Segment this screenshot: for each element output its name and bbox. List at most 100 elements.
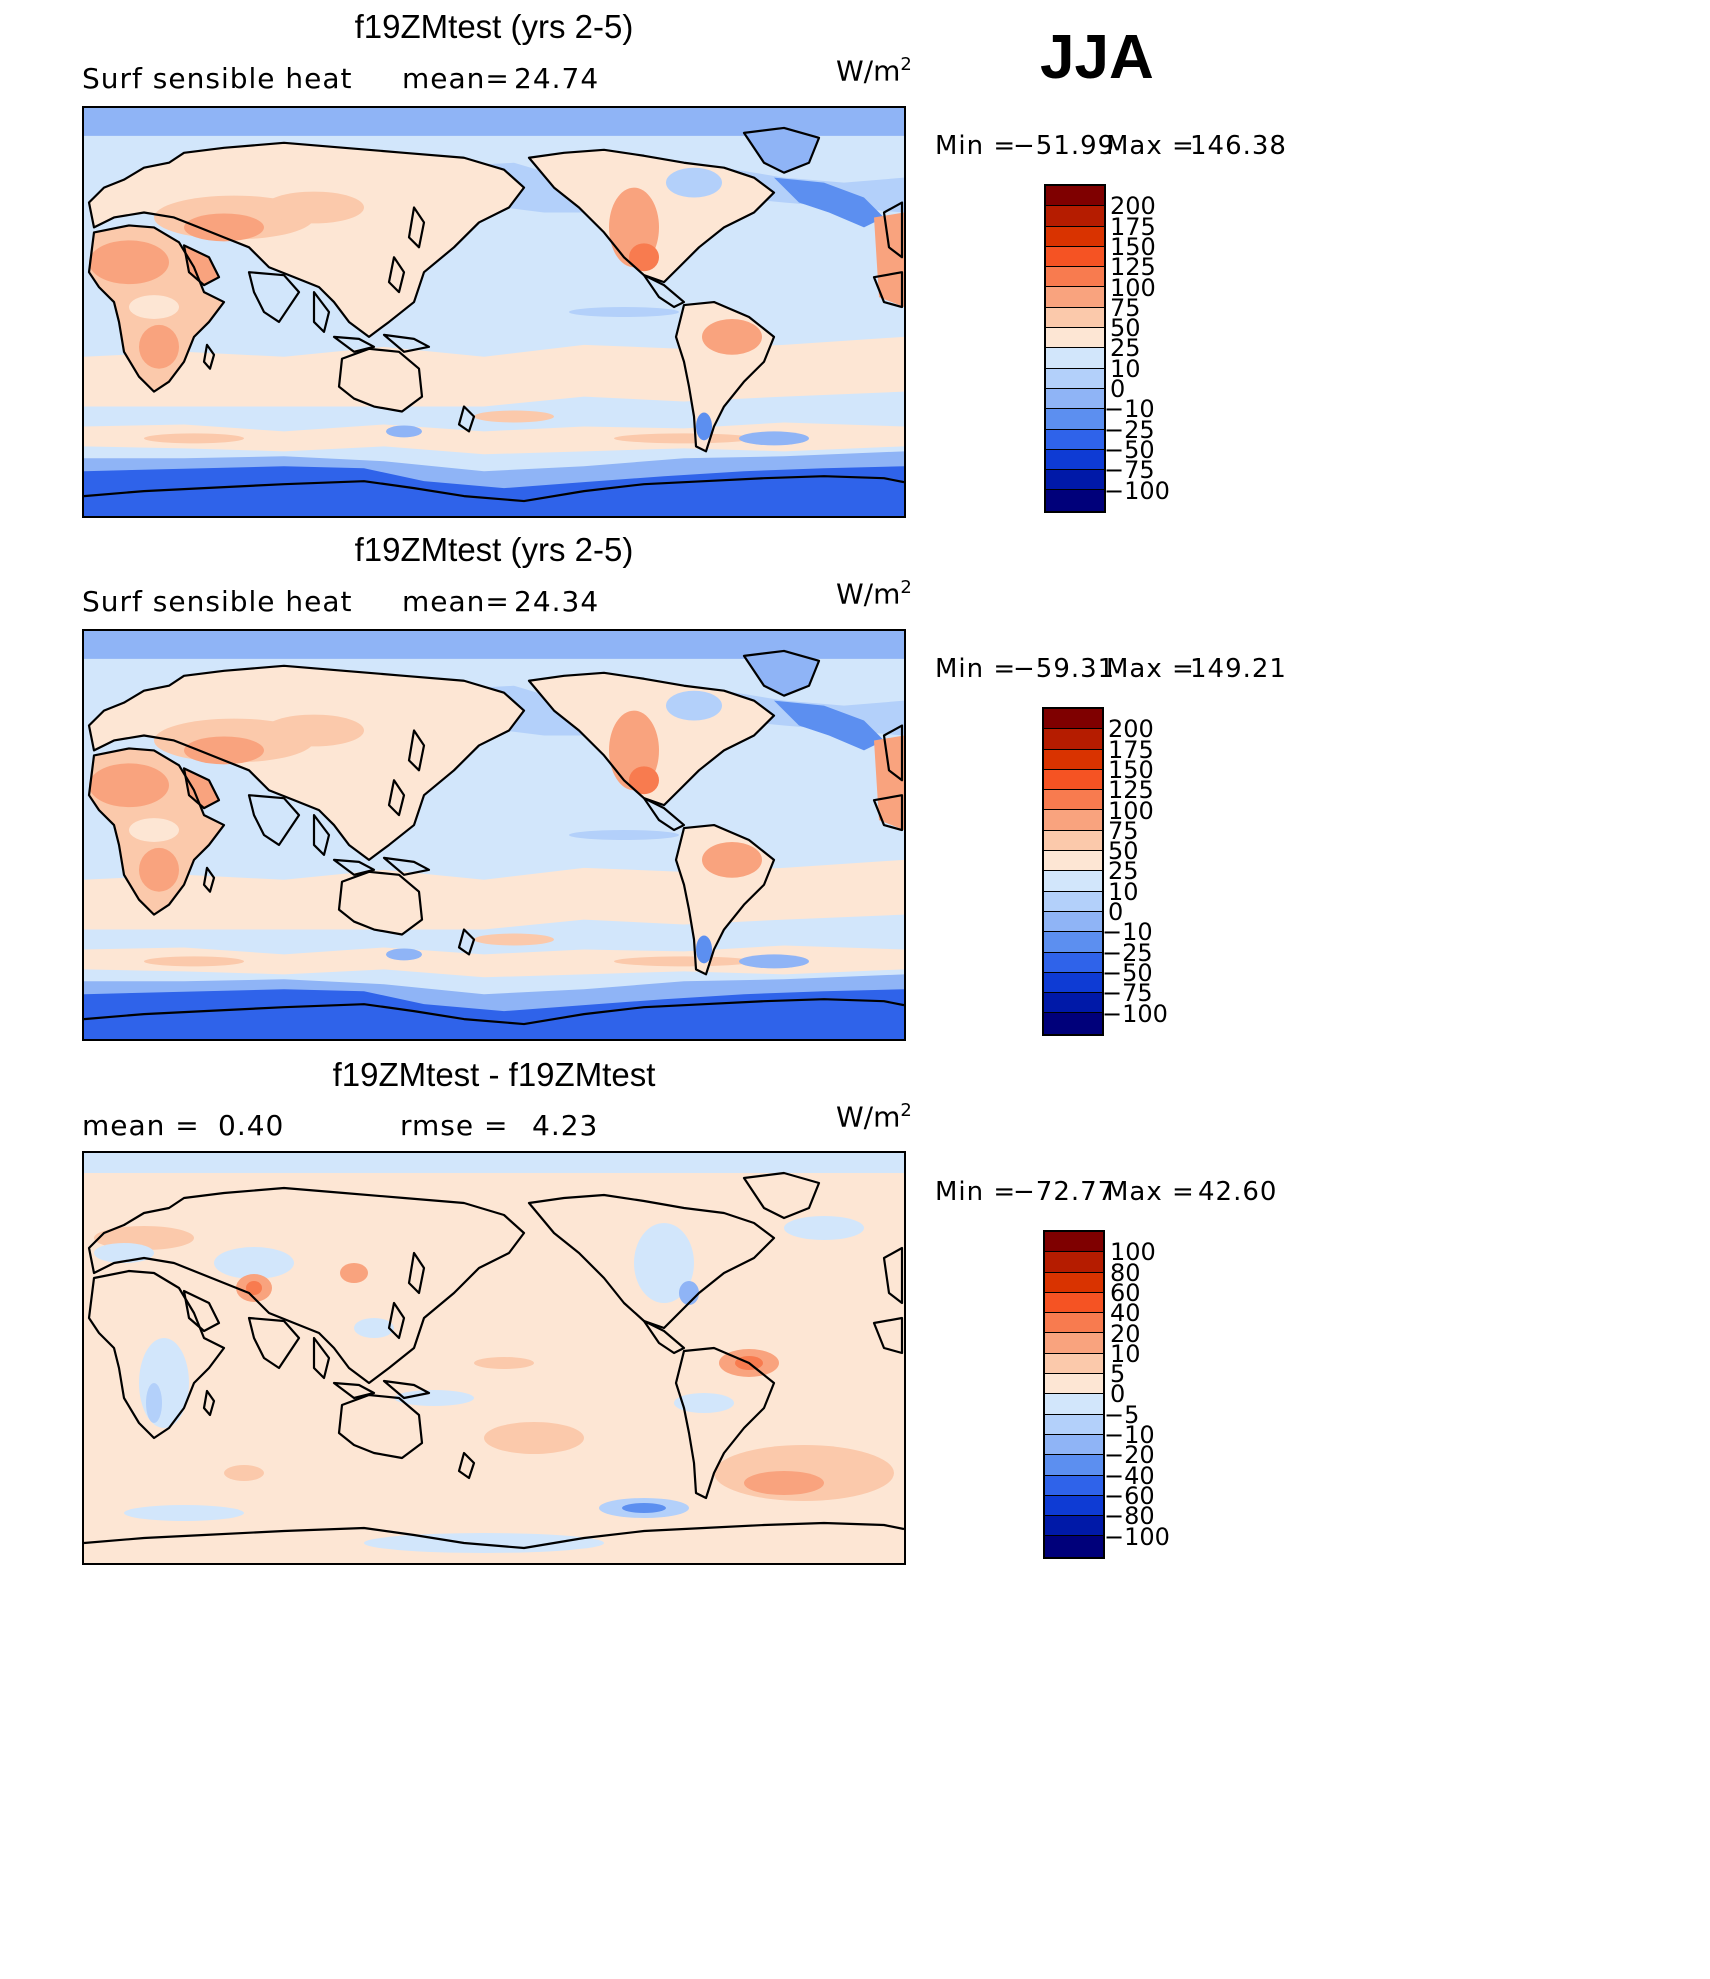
colorbar-swatch: [1045, 1292, 1103, 1314]
colorbar-swatch: [1044, 749, 1102, 770]
colorbar-tick-label: 125: [1108, 776, 1154, 805]
colorbar-swatch: [1045, 1475, 1103, 1496]
colorbar-tick-label: −10: [1104, 1421, 1155, 1449]
colorbar-tick-label: −100: [1102, 999, 1168, 1028]
colorbar-tick-label: −40: [1104, 1461, 1155, 1490]
panel-2-map: [82, 629, 906, 1041]
colorbar-tick-label: 100: [1108, 796, 1154, 825]
panel-2-min-value: −59.31: [1013, 654, 1116, 684]
colorbar-tick-label: 50: [1108, 837, 1139, 866]
panel-1-title: f19ZMtest (yrs 2-5): [354, 8, 634, 45]
colorbar-tick-label: −10: [1102, 918, 1153, 947]
colorbar-swatch: [1044, 851, 1102, 872]
colorbar-tick-label: −20: [1104, 1441, 1155, 1470]
colorbar-tick-label: 175: [1110, 212, 1156, 241]
colorbar-swatch: [1044, 790, 1102, 811]
colorbar-tick-label: 125: [1110, 253, 1156, 282]
colorbar-swatch: [1046, 226, 1104, 247]
colorbar-tick-label: 100: [1110, 1238, 1156, 1267]
colorbar-swatch: [1044, 993, 1102, 1014]
colorbar-tick-label: −10: [1104, 395, 1155, 424]
panel-2-variable-label: Surf sensible heat: [82, 585, 353, 618]
colorbar-swatch: [1046, 429, 1104, 450]
colorbar-tick-label: 150: [1110, 232, 1156, 261]
colorbar-swatch: [1046, 287, 1104, 308]
colorbar-tick-label: 200: [1110, 192, 1156, 221]
colorbar-swatch: [1045, 1414, 1103, 1435]
panel-2-min-label: Min =: [935, 654, 1017, 684]
panel-3-max-label: Max =: [1106, 1177, 1195, 1207]
panel-1-mean-value: 24.74: [514, 62, 600, 95]
colorbar-swatch: [1044, 891, 1102, 912]
colorbar-swatch: [1044, 932, 1102, 953]
colorbar-swatch: [1046, 409, 1104, 430]
colorbar-tick-label: 20: [1110, 1319, 1141, 1348]
colorbar-swatch: [1046, 246, 1104, 268]
colorbar-tick-label: 40: [1110, 1299, 1141, 1328]
colorbar-swatch: [1044, 1013, 1102, 1034]
panel-3-mean-value: 0.40: [218, 1109, 285, 1142]
panel-3-rmse-label: rmse =: [400, 1109, 509, 1142]
colorbar-swatch: [1046, 388, 1104, 410]
panel-1-min-value: −51.99: [1013, 131, 1116, 161]
colorbar-tick-label: −80: [1104, 1502, 1155, 1531]
panel-2-max-label: Max =: [1106, 654, 1195, 684]
colorbar-tick-label: 0: [1110, 375, 1126, 403]
colorbar-swatch: [1044, 830, 1102, 852]
colorbar-tick-label: 175: [1108, 735, 1154, 764]
colorbar-tick-label: −100: [1104, 1522, 1170, 1551]
colorbar-tick-label: −25: [1102, 938, 1153, 967]
colorbar-swatch: [1045, 1232, 1103, 1253]
panel-1-mean-label: mean=: [402, 62, 510, 95]
colorbar-tick-label: 25: [1110, 334, 1141, 363]
colorbar-tick-label: 10: [1108, 877, 1139, 906]
colorbar-swatch: [1046, 267, 1104, 288]
colorbar-swatch: [1045, 1536, 1103, 1557]
colorbar-swatch: [1046, 328, 1104, 349]
panel-2-mean-value: 24.34: [514, 585, 600, 618]
colorbar-swatch: [1046, 368, 1104, 389]
panel-2-contour-field: [84, 631, 904, 1039]
colorbar-swatch: [1044, 871, 1102, 892]
panel-3-colorbar: [1043, 1230, 1105, 1559]
colorbar-swatch: [1044, 769, 1102, 791]
colorbar-swatch: [1045, 1495, 1103, 1517]
panel-2-title: f19ZMtest (yrs 2-5): [354, 531, 634, 568]
colorbar-tick-label: 10: [1110, 354, 1141, 383]
panel-3-units: W/m2: [836, 1100, 912, 1134]
colorbar-swatch: [1046, 470, 1104, 491]
panel-1-contour-field: [84, 108, 904, 516]
panel-2-colorbar: [1042, 707, 1104, 1036]
panel-3-contour-field: [84, 1153, 904, 1563]
colorbar-tick-label: 50: [1110, 314, 1141, 343]
colorbar-tick-label: −100: [1104, 476, 1170, 505]
colorbar-tick-label: 80: [1110, 1258, 1141, 1287]
season-label: JJA: [1040, 23, 1154, 92]
colorbar-tick-label: 100: [1110, 273, 1156, 302]
panel-1-colorbar: [1044, 184, 1106, 513]
colorbar-swatch: [1044, 709, 1102, 730]
panel-1-map-svg: [84, 108, 904, 516]
colorbar-swatch: [1046, 449, 1104, 471]
colorbar-tick-label: −75: [1104, 456, 1155, 485]
panel-2-units: W/m2: [836, 577, 912, 611]
panel-1-variable-label: Surf sensible heat: [82, 62, 353, 95]
colorbar-swatch: [1046, 186, 1104, 207]
colorbar-swatch: [1044, 810, 1102, 831]
colorbar-swatch: [1044, 911, 1102, 933]
colorbar-tick-label: −50: [1102, 958, 1153, 987]
colorbar-swatch: [1045, 1313, 1103, 1334]
colorbar-swatch: [1045, 1333, 1103, 1354]
panel-3-map: [82, 1151, 906, 1565]
panel-1-map: [82, 106, 906, 518]
colorbar-swatch: [1046, 490, 1104, 511]
colorbar-tick-label: 25: [1108, 857, 1139, 886]
colorbar-tick-label: 75: [1108, 816, 1139, 845]
panel-3-map-svg: [84, 1153, 904, 1563]
colorbar-tick-label: −5: [1104, 1400, 1140, 1429]
panel-1-max-value: 146.38: [1190, 131, 1287, 161]
colorbar-tick-label: 5: [1110, 1360, 1126, 1389]
panel-1-max-label: Max =: [1106, 131, 1195, 161]
colorbar-swatch: [1044, 972, 1102, 994]
panel-1-units: W/m2: [836, 54, 912, 88]
